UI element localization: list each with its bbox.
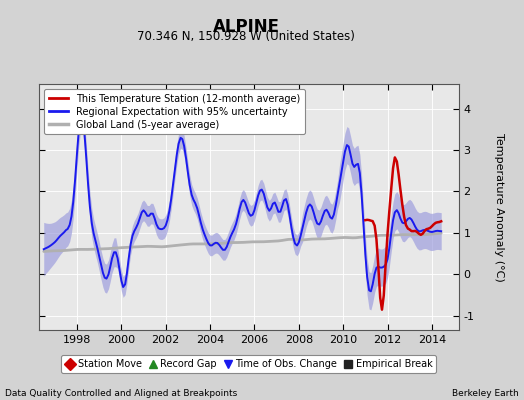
Text: ALPINE: ALPINE (213, 18, 280, 36)
Text: Data Quality Controlled and Aligned at Breakpoints: Data Quality Controlled and Aligned at B… (5, 389, 237, 398)
Y-axis label: Temperature Anomaly (°C): Temperature Anomaly (°C) (494, 133, 504, 281)
Text: Berkeley Earth: Berkeley Earth (452, 389, 519, 398)
Legend: Station Move, Record Gap, Time of Obs. Change, Empirical Break: Station Move, Record Gap, Time of Obs. C… (61, 355, 436, 373)
Text: 70.346 N, 150.928 W (United States): 70.346 N, 150.928 W (United States) (137, 30, 355, 43)
